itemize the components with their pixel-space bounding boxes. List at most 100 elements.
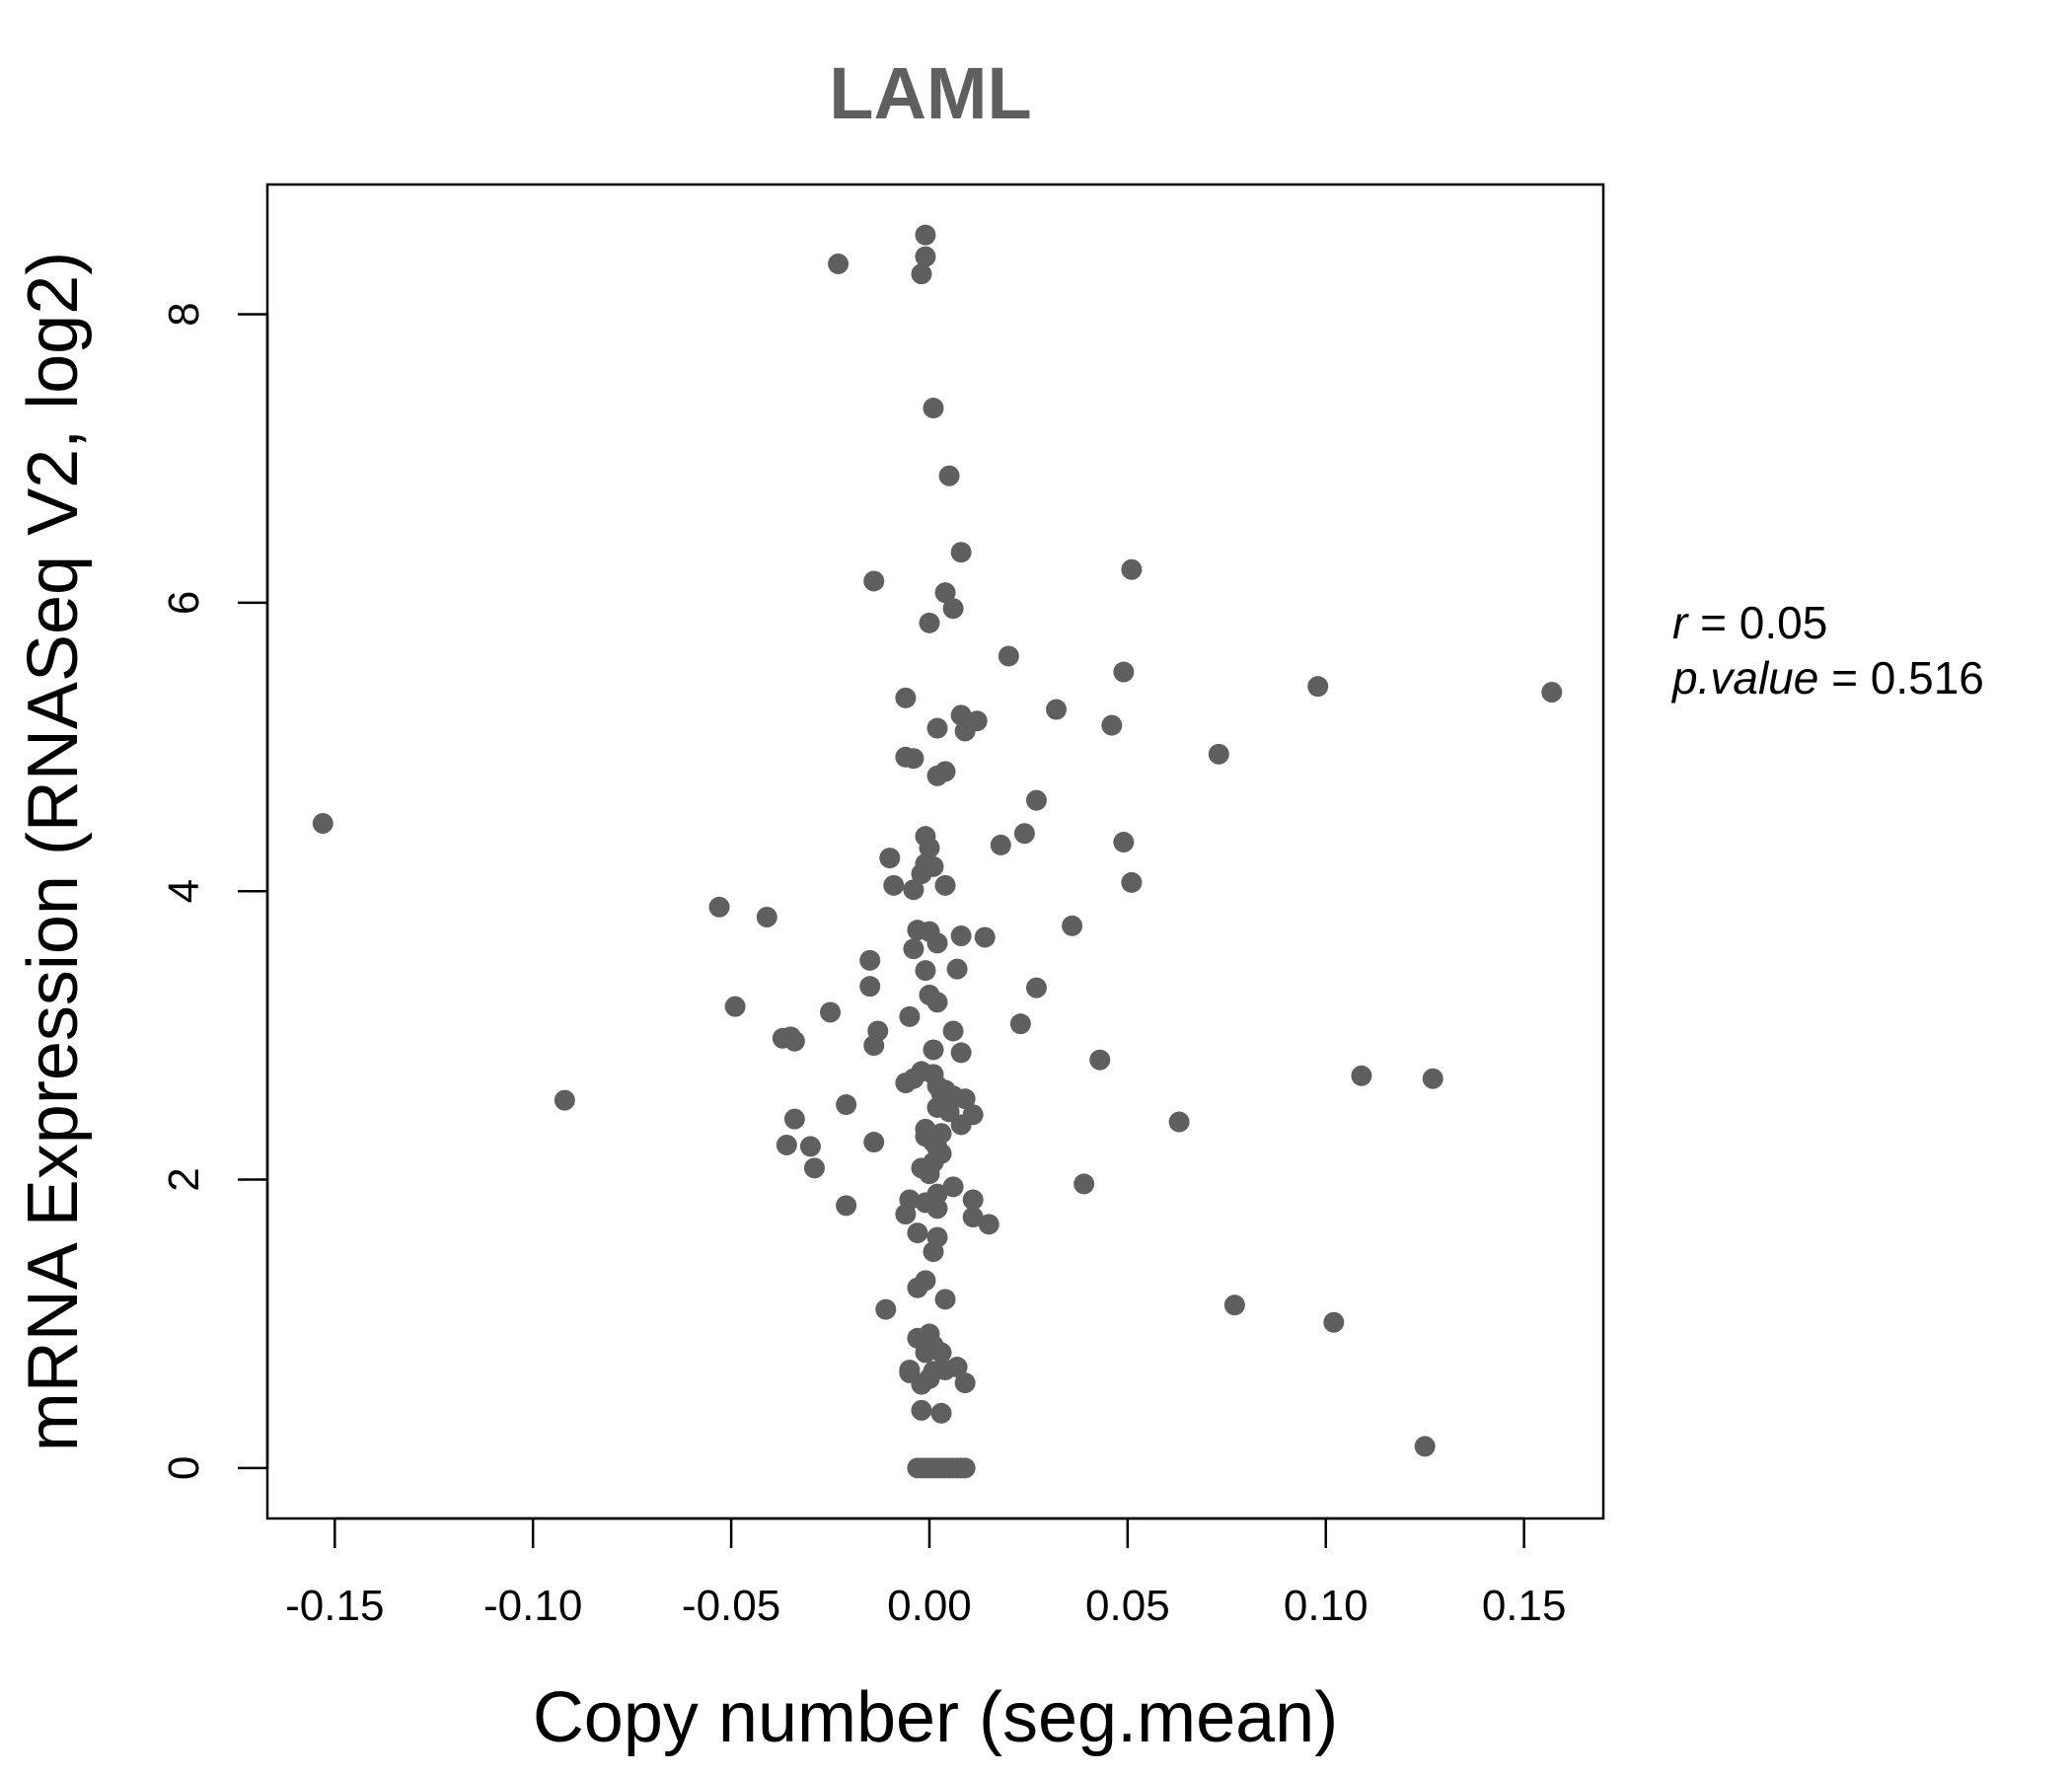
data-point	[942, 1176, 964, 1198]
data-point	[926, 765, 948, 786]
data-point	[756, 907, 777, 928]
data-point	[942, 1020, 964, 1042]
data-point	[930, 1402, 952, 1424]
data-point	[930, 1342, 952, 1364]
data-point	[903, 879, 925, 901]
x-tick-label: -0.05	[682, 1582, 780, 1630]
data-point	[899, 1005, 921, 1027]
data-point	[863, 1035, 885, 1057]
data-point	[312, 812, 333, 834]
data-point	[919, 612, 940, 633]
data-point	[1414, 1436, 1436, 1457]
data-point	[1025, 977, 1047, 999]
x-tick-label: -0.15	[285, 1582, 384, 1630]
data-point	[946, 958, 968, 980]
data-point	[828, 253, 850, 274]
data-point	[1089, 1049, 1111, 1071]
data-point	[978, 1214, 999, 1235]
x-tick-label: 0.00	[887, 1582, 972, 1630]
data-point	[911, 263, 932, 285]
data-point	[783, 1108, 805, 1130]
data-point	[934, 1289, 956, 1310]
data-point	[923, 1039, 944, 1061]
data-point	[1307, 676, 1329, 698]
r-value: 0.05	[1739, 597, 1828, 648]
data-point	[934, 874, 956, 896]
data-point	[859, 976, 881, 998]
data-point	[915, 246, 936, 267]
data-point	[923, 398, 944, 419]
data-point	[923, 1241, 944, 1263]
data-point	[883, 874, 905, 896]
data-point	[907, 1277, 928, 1298]
data-point	[1113, 831, 1135, 852]
data-point	[1009, 1013, 1031, 1035]
p-value-label: p.value	[1670, 652, 1818, 703]
data-point	[938, 465, 960, 486]
data-point	[911, 1373, 932, 1395]
data-point	[895, 1204, 917, 1225]
correlation-stats: r = 0.05 p.value = 0.516	[1670, 597, 1984, 703]
data-point	[895, 687, 917, 708]
y-tick-label: 0	[160, 1456, 208, 1480]
data-point	[803, 1157, 825, 1179]
data-point	[836, 1094, 857, 1116]
data-point	[859, 949, 881, 971]
data-point	[1046, 699, 1068, 720]
p-value-equals: =	[1818, 652, 1870, 703]
data-point	[724, 996, 746, 1017]
data-point	[1208, 743, 1229, 765]
data-point	[950, 925, 972, 947]
r-label: r	[1672, 597, 1689, 648]
y-tick-label: 4	[160, 879, 208, 903]
data-point	[954, 1457, 976, 1479]
data-point	[950, 704, 972, 726]
data-point	[942, 598, 964, 620]
data-point	[708, 896, 730, 918]
data-point	[903, 938, 925, 960]
data-point	[863, 1132, 885, 1153]
data-point	[911, 1399, 932, 1421]
data-point	[950, 542, 972, 563]
data-point	[954, 1372, 976, 1394]
p-value-value: 0.516	[1871, 652, 1984, 703]
data-point	[799, 1136, 821, 1157]
data-point	[990, 834, 1011, 855]
data-point	[1351, 1065, 1372, 1086]
data-point	[1121, 558, 1143, 580]
data-point	[926, 992, 948, 1013]
data-point	[1073, 1173, 1095, 1195]
data-point	[879, 848, 901, 869]
data-point	[1422, 1068, 1443, 1089]
data-point	[962, 1207, 984, 1228]
data-point	[1323, 1311, 1345, 1333]
data-point	[915, 224, 936, 246]
y-axis: 0 2 4 6 8	[160, 302, 269, 1480]
data-point	[875, 1298, 897, 1320]
data-point	[836, 1195, 857, 1217]
data-points	[312, 224, 1563, 1479]
x-axis-title: Copy number (seg.mean)	[533, 1678, 1338, 1757]
data-point	[934, 582, 956, 604]
data-point	[926, 717, 948, 739]
x-tick-label: -0.10	[483, 1582, 582, 1630]
x-tick-label: 0.15	[1482, 1582, 1567, 1630]
data-point	[919, 837, 940, 858]
data-point	[950, 1114, 972, 1136]
data-point	[863, 570, 885, 592]
data-point	[919, 1163, 940, 1185]
data-point	[895, 1073, 917, 1094]
p-value-statistic: p.value = 0.516	[1670, 652, 1984, 703]
data-point	[911, 863, 932, 885]
data-point	[1541, 681, 1563, 703]
data-point	[903, 748, 925, 770]
data-point	[1013, 823, 1035, 845]
data-point	[1223, 1295, 1245, 1316]
data-point	[915, 960, 936, 982]
data-point	[950, 1042, 972, 1064]
data-point	[974, 926, 996, 948]
data-point	[962, 1189, 984, 1211]
y-axis-title: mRNA Expression (RNASeq V2, log2)	[14, 252, 93, 1451]
data-point	[1168, 1111, 1190, 1133]
data-point	[954, 1088, 976, 1110]
